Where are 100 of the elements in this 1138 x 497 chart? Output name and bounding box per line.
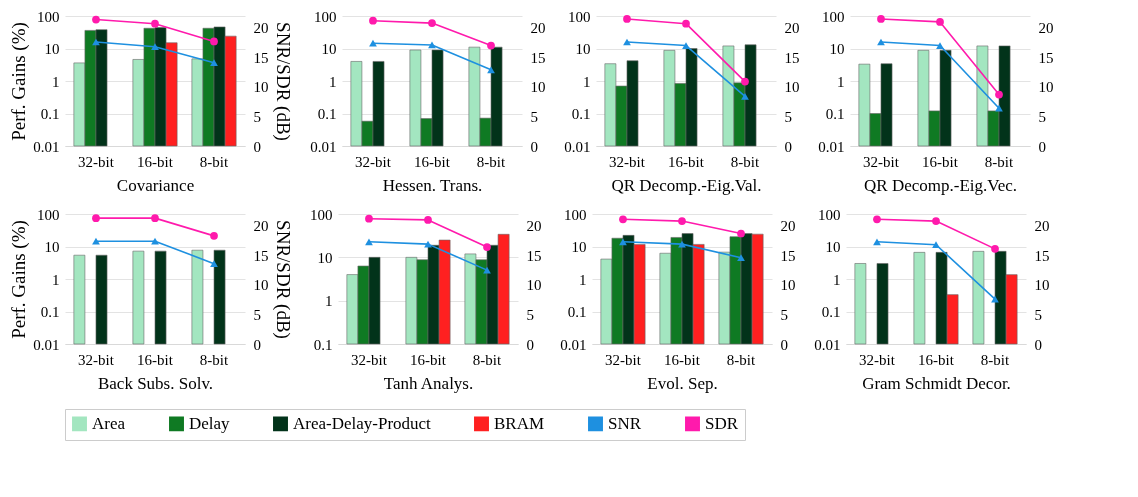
legend-label: SNR bbox=[608, 413, 642, 433]
x-tick-label: 16-bit bbox=[664, 351, 701, 368]
y-tick-label: 1 bbox=[837, 73, 845, 90]
y-tick-label: 0.1 bbox=[825, 106, 845, 122]
x-tick-label: 16-bit bbox=[137, 153, 174, 170]
y-tick-label: 0.01 bbox=[33, 336, 60, 353]
y-tick-label: 10 bbox=[321, 41, 337, 57]
y-axis-title: Perf. Gains (%) bbox=[8, 22, 31, 141]
y2-tick-label: 0 bbox=[1034, 336, 1042, 353]
x-axis-title: Covariance bbox=[116, 175, 195, 195]
y2-tick-label: 15 bbox=[1038, 49, 1054, 66]
x-axis-title: Back Subs. Solv. bbox=[97, 373, 214, 393]
y2-tick-label: 20 bbox=[1038, 20, 1054, 37]
y-tick-label: 0.01 bbox=[310, 138, 337, 155]
y-tick-label: 0.1 bbox=[571, 106, 591, 122]
y-tick-label: 100 bbox=[818, 206, 841, 223]
y2-tick-label: 15 bbox=[784, 49, 800, 66]
x-tick-label: 32-bit bbox=[859, 351, 896, 368]
x-tick-label: 32-bit bbox=[609, 153, 646, 170]
x-tick-label: 32-bit bbox=[78, 153, 115, 170]
y-tick-label: 100 bbox=[568, 8, 591, 25]
x-tick-label: 8-bit bbox=[472, 351, 503, 368]
y-tick-label: 100 bbox=[37, 8, 60, 25]
y2-tick-label: 10 bbox=[253, 277, 269, 294]
x-tick-label: 16-bit bbox=[137, 351, 174, 368]
y2-tick-label: 0 bbox=[526, 336, 534, 353]
y2-tick-label: 5 bbox=[253, 306, 261, 323]
y-tick-label: 0.1 bbox=[567, 304, 587, 320]
x-tick-label: 8-bit bbox=[984, 153, 1015, 170]
y-tick-label: 100 bbox=[564, 206, 587, 223]
x-axis-title: Gram Schmidt Decor. bbox=[862, 373, 1011, 393]
x-tick-label: 16-bit bbox=[922, 153, 959, 170]
y2-tick-label: 10 bbox=[530, 79, 546, 96]
y2-tick-label: 10 bbox=[784, 79, 800, 96]
y-tick-label: 1 bbox=[52, 73, 60, 90]
y-tick-label: 100 bbox=[822, 8, 845, 25]
y-tick-label: 1 bbox=[329, 73, 337, 90]
x-tick-label: 8-bit bbox=[199, 351, 230, 368]
y2-tick-label: 20 bbox=[780, 218, 796, 235]
y2-tick-label: 15 bbox=[530, 49, 546, 66]
y2-tick-label: 5 bbox=[784, 108, 792, 125]
y2-tick-label: 10 bbox=[526, 277, 542, 294]
y2-tick-label: 0 bbox=[1038, 138, 1046, 155]
y2-tick-label: 10 bbox=[1034, 277, 1050, 294]
y2-tick-label: 20 bbox=[1034, 218, 1050, 235]
y-tick-label: 1 bbox=[52, 271, 60, 288]
y-tick-label: 10 bbox=[825, 239, 841, 255]
y2-tick-label: 15 bbox=[1034, 247, 1050, 264]
legend-label: Area bbox=[92, 413, 126, 433]
y-tick-label: 10 bbox=[44, 41, 60, 57]
y-tick-label: 0.1 bbox=[40, 106, 60, 122]
y-tick-label: 100 bbox=[37, 206, 60, 223]
y-tick-label: 0.01 bbox=[560, 336, 587, 353]
y-tick-label: 10 bbox=[829, 41, 845, 57]
y2-tick-label: 0 bbox=[780, 336, 788, 353]
y2-tick-label: 5 bbox=[780, 306, 788, 323]
y-tick-label: 0.01 bbox=[33, 138, 60, 155]
legend-label: SDR bbox=[705, 413, 739, 433]
y2-tick-label: 20 bbox=[253, 20, 269, 37]
y2-tick-label: 20 bbox=[526, 218, 542, 235]
y2-tick-label: 20 bbox=[530, 20, 546, 37]
y2-tick-label: 5 bbox=[526, 306, 534, 323]
x-tick-label: 32-bit bbox=[605, 351, 642, 368]
x-tick-label: 32-bit bbox=[863, 153, 900, 170]
x-tick-label: 16-bit bbox=[414, 153, 451, 170]
y-tick-label: 1 bbox=[583, 73, 591, 90]
y-tick-label: 0.1 bbox=[313, 336, 333, 353]
x-tick-label: 32-bit bbox=[78, 351, 115, 368]
y-tick-label: 0.1 bbox=[317, 106, 337, 122]
legend-label: Area-Delay-Product bbox=[293, 413, 432, 433]
y-tick-label: 1 bbox=[833, 271, 841, 288]
y2-tick-label: 5 bbox=[530, 108, 538, 125]
y-tick-label: 1 bbox=[325, 293, 333, 310]
y-tick-label: 0.1 bbox=[40, 304, 60, 320]
y2-tick-label: 5 bbox=[1038, 108, 1046, 125]
y2-tick-label: 10 bbox=[253, 79, 269, 96]
y2-tick-label: 15 bbox=[253, 49, 269, 66]
y2-axis-title: SNR/SDR (dB) bbox=[271, 220, 294, 339]
x-tick-label: 8-bit bbox=[726, 351, 757, 368]
x-tick-label: 16-bit bbox=[668, 153, 705, 170]
x-axis-title: Tanh Analys. bbox=[383, 373, 474, 393]
y-tick-label: 100 bbox=[310, 206, 333, 223]
y-tick-label: 1 bbox=[579, 271, 587, 288]
x-axis-title: Hessen. Trans. bbox=[382, 175, 483, 195]
y2-tick-label: 15 bbox=[780, 247, 796, 264]
y-tick-label: 0.01 bbox=[814, 336, 841, 353]
y2-tick-label: 20 bbox=[253, 218, 269, 235]
y-axis-title: Perf. Gains (%) bbox=[8, 220, 31, 339]
y2-tick-label: 10 bbox=[1038, 79, 1054, 96]
y-tick-label: 0.01 bbox=[818, 138, 845, 155]
legend-label: Delay bbox=[189, 413, 231, 433]
legend-label: BRAM bbox=[494, 413, 545, 433]
y2-tick-label: 20 bbox=[784, 20, 800, 37]
x-tick-label: 8-bit bbox=[476, 153, 507, 170]
y-tick-label: 10 bbox=[317, 249, 333, 266]
x-tick-label: 32-bit bbox=[351, 351, 388, 368]
y2-tick-label: 15 bbox=[253, 247, 269, 264]
y2-tick-label: 15 bbox=[526, 247, 542, 264]
x-tick-label: 16-bit bbox=[410, 351, 447, 368]
y2-tick-label: 5 bbox=[253, 108, 261, 125]
